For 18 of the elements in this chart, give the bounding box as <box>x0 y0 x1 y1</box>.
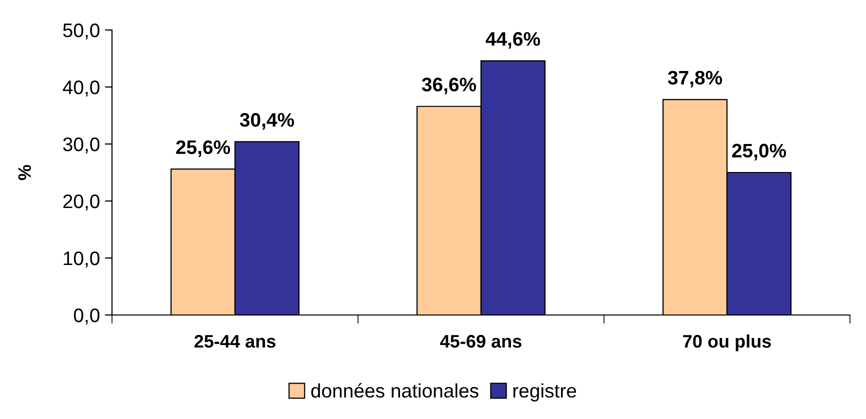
y-axis-title: % <box>18 164 31 180</box>
x-tick-label: 45-69 ans <box>440 334 522 348</box>
data-label: 37,8% <box>668 70 722 88</box>
y-tick-label: 10,0 <box>64 251 100 268</box>
y-tick-label: 20,0 <box>63 194 100 211</box>
data-label: 44,6% <box>486 32 540 49</box>
data-label: 30,4% <box>240 112 294 130</box>
legend-label: registre <box>513 383 576 402</box>
data-label: 25,6% <box>176 140 230 157</box>
data-label: 36,6% <box>422 78 476 94</box>
legend-label: données nationales <box>311 383 478 398</box>
y-tick-label: 40,0 <box>62 80 100 97</box>
data-label: 25,0% <box>732 144 786 160</box>
y-tick-label: 0,0 <box>74 308 100 325</box>
y-tick-label: 30,0 <box>63 137 100 154</box>
x-tick-label: 25-44 ans <box>194 334 276 348</box>
x-tick-label: 70 ou plus <box>683 334 771 352</box>
y-tick-label: 50,0 <box>63 23 100 40</box>
